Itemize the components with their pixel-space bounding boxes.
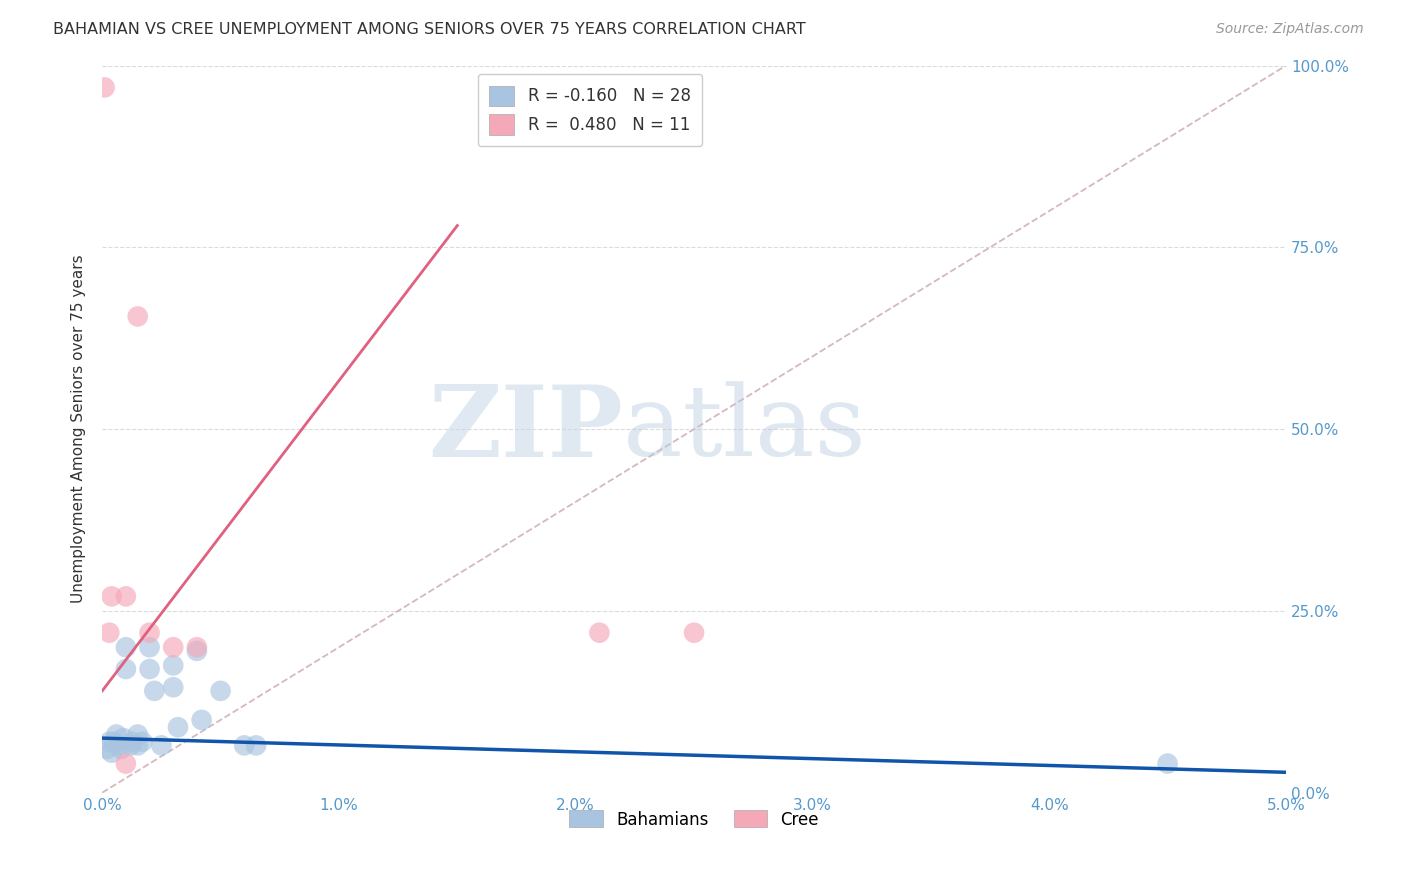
Point <box>150 739 173 753</box>
Point <box>98 625 121 640</box>
Point <box>167 720 190 734</box>
Point <box>115 590 138 604</box>
Point <box>112 731 135 745</box>
Point <box>98 735 121 749</box>
Point <box>127 727 149 741</box>
Point <box>105 727 128 741</box>
Point <box>245 739 267 753</box>
Point <box>162 658 184 673</box>
Point <box>138 625 160 640</box>
Point <box>131 735 153 749</box>
Point <box>186 644 208 658</box>
Point <box>186 640 208 655</box>
Point <box>122 735 145 749</box>
Text: ZIP: ZIP <box>429 381 623 477</box>
Point <box>103 735 125 749</box>
Point <box>209 684 232 698</box>
Point <box>96 742 118 756</box>
Point <box>162 640 184 655</box>
Point <box>115 756 138 771</box>
Point <box>93 80 115 95</box>
Point <box>127 310 149 324</box>
Point <box>683 625 706 640</box>
Text: atlas: atlas <box>623 381 866 477</box>
Point <box>143 684 166 698</box>
Legend: Bahamians, Cree: Bahamians, Cree <box>562 804 825 835</box>
Point <box>138 662 160 676</box>
Point <box>233 739 256 753</box>
Point <box>588 625 610 640</box>
Point <box>100 590 122 604</box>
Y-axis label: Unemployment Among Seniors over 75 years: Unemployment Among Seniors over 75 years <box>72 255 86 604</box>
Point <box>162 680 184 694</box>
Point <box>115 640 138 655</box>
Point <box>115 662 138 676</box>
Point <box>190 713 212 727</box>
Point <box>138 640 160 655</box>
Point <box>1156 756 1178 771</box>
Point <box>127 739 149 753</box>
Point <box>120 739 142 753</box>
Text: Source: ZipAtlas.com: Source: ZipAtlas.com <box>1216 22 1364 37</box>
Point <box>110 742 132 756</box>
Point <box>107 739 129 753</box>
Text: BAHAMIAN VS CREE UNEMPLOYMENT AMONG SENIORS OVER 75 YEARS CORRELATION CHART: BAHAMIAN VS CREE UNEMPLOYMENT AMONG SENI… <box>53 22 806 37</box>
Point <box>100 746 122 760</box>
